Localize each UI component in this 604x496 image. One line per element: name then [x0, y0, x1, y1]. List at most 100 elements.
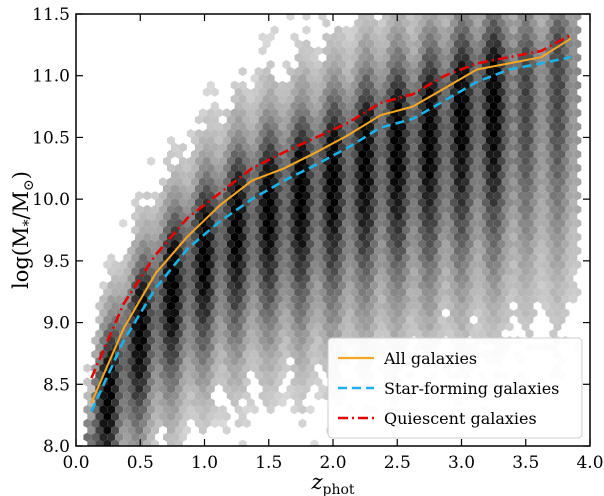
hexbin-cell [214, 260, 223, 270]
hexbin-cell [186, 336, 195, 346]
hexbin-cell [250, 184, 259, 194]
hexbin-cell [226, 322, 235, 332]
hexbin-cell [390, 329, 399, 339]
hexbin-cell [497, 46, 506, 56]
hexbin-cell [501, 108, 510, 118]
hexbin-cell [394, 198, 402, 208]
hexbin-cell [517, 246, 526, 256]
hexbin-cell [334, 246, 343, 256]
hexbin-cell [167, 287, 175, 297]
hexbin-cell [143, 425, 152, 435]
hexbin-cell [302, 14, 311, 21]
hexbin-cell [182, 342, 191, 353]
hexbin-cell [222, 108, 231, 118]
hexbin-cell [469, 329, 478, 339]
hexbin-cell [342, 301, 351, 311]
hexbin-cell [127, 356, 136, 366]
hexbin-cell [537, 225, 546, 235]
hexbin-cell [262, 370, 271, 380]
hexbin-cell [326, 108, 335, 118]
hexbin-cell [234, 377, 243, 387]
hexbin-cell [441, 211, 450, 221]
hexbin-cell [429, 66, 438, 77]
hexbin-cell [274, 391, 283, 401]
hexbin-cell [525, 260, 534, 270]
hexbin-cell [206, 315, 215, 325]
hexbin-cell [521, 115, 530, 125]
hexbin-cell [246, 342, 255, 353]
hexbin-cell [95, 342, 104, 353]
hexbin-cell [210, 101, 219, 111]
hexbin-cell [210, 198, 219, 208]
hexbin-cell [131, 405, 140, 415]
hexbin-cell [569, 280, 578, 290]
hexbin-cell [410, 253, 418, 263]
hexbin-cell [226, 377, 235, 387]
hexbin-cell [418, 170, 426, 180]
hexbin-cell [91, 418, 100, 428]
hexbin-cell [553, 5, 561, 14]
hexbin-cell [175, 177, 183, 187]
hexbin-cell [346, 184, 355, 194]
hexbin-cell [139, 405, 148, 415]
hexbin-cell [473, 129, 482, 139]
hexbin-cell [206, 398, 215, 408]
hexbin-cell [131, 239, 140, 249]
hexbin-cell [473, 46, 482, 56]
hexbin-cell [147, 377, 156, 387]
hexbin-cell [386, 211, 395, 221]
hexbin-cell [354, 73, 363, 83]
hexbin-cell [481, 211, 490, 221]
hexbin-cell [115, 363, 124, 373]
hexbin-cell [569, 142, 578, 152]
hexbin-cell [342, 66, 351, 77]
hexbin-cell [318, 66, 327, 77]
hexbin-cell [350, 301, 359, 311]
hexbin-cell [533, 273, 542, 284]
hexbin-cell [505, 198, 514, 208]
hexbin-cell [334, 260, 343, 270]
hexbin-cell [414, 14, 422, 21]
hexbin-cell [198, 135, 207, 146]
hexbin-cell [314, 377, 323, 387]
hexbin-cell [186, 391, 195, 401]
hexbin-cell [402, 73, 410, 83]
hexbin-cell [557, 177, 566, 187]
hexbin-cell [390, 149, 399, 159]
hexbin-cell [513, 129, 522, 139]
hexbin-cell [291, 5, 299, 14]
hexbin-cell [135, 191, 144, 201]
hexbin-cell [346, 253, 355, 263]
hexbin-cell [513, 73, 522, 83]
hexbin-cell [382, 287, 391, 297]
hexbin-cell [330, 87, 339, 97]
hexbin-cell [406, 163, 414, 173]
hexbin-cell [167, 301, 175, 311]
hexbin-cell [426, 156, 434, 166]
hexbin-cell [346, 170, 355, 180]
hexbin-cell [222, 246, 231, 256]
hexbin-cell [457, 46, 466, 56]
hexbin-cell [202, 349, 211, 359]
hexbin-cell [242, 308, 251, 318]
hexbin-cell [322, 225, 331, 235]
hexbin-cell [310, 94, 319, 104]
hexbin-cell [206, 301, 215, 311]
hexbin-cell [374, 163, 383, 173]
hexbin-cell [433, 170, 442, 180]
hexbin-cell [107, 391, 116, 401]
hexbin-cell [410, 32, 418, 42]
hexbin-cell [501, 122, 510, 132]
hexbin-cell [294, 163, 303, 173]
hexbin-cell [290, 336, 299, 346]
hexbin-cell [358, 273, 367, 284]
hexbin-cell [322, 60, 331, 70]
hexbin-cell [115, 418, 124, 428]
hexbin-cell [302, 122, 311, 132]
hexbin-cell [131, 391, 140, 401]
hexbin-cell [505, 18, 514, 28]
hexbin-cell [238, 329, 247, 339]
hexbin-cell [190, 398, 199, 408]
hexbin-cell [529, 115, 538, 125]
hexbin-cell [398, 66, 406, 77]
